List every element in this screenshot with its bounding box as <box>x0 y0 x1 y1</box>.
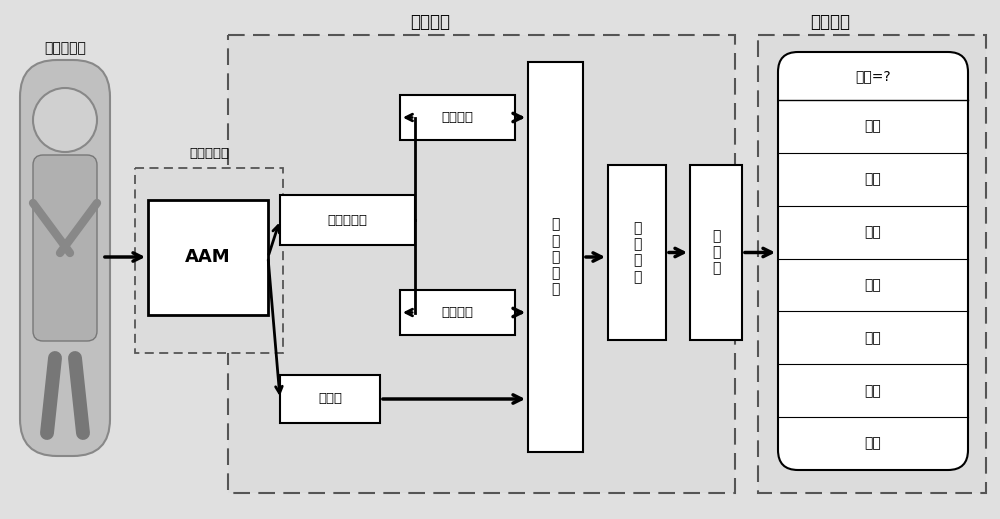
Text: 人脸数据库: 人脸数据库 <box>44 41 86 55</box>
Text: 高兴: 高兴 <box>865 119 881 133</box>
Text: 输出=?: 输出=? <box>855 69 891 83</box>
Text: 分类实验: 分类实验 <box>810 13 850 31</box>
FancyBboxPatch shape <box>280 375 380 423</box>
FancyBboxPatch shape <box>528 62 583 452</box>
FancyBboxPatch shape <box>778 52 968 470</box>
FancyBboxPatch shape <box>690 165 742 340</box>
Text: 特征点矢量: 特征点矢量 <box>328 213 368 226</box>
Text: 特
征
融
合: 特 征 融 合 <box>633 221 641 284</box>
Circle shape <box>33 88 97 152</box>
FancyBboxPatch shape <box>33 155 97 341</box>
FancyBboxPatch shape <box>148 200 268 315</box>
FancyBboxPatch shape <box>400 95 515 140</box>
Text: 悲伤: 悲伤 <box>865 172 881 186</box>
Text: 惊讶: 惊讶 <box>865 225 881 239</box>
FancyBboxPatch shape <box>135 168 283 353</box>
FancyBboxPatch shape <box>20 60 110 456</box>
FancyBboxPatch shape <box>400 290 515 335</box>
FancyBboxPatch shape <box>758 35 986 493</box>
Text: 连线夹角: 连线夹角 <box>442 306 474 319</box>
Text: 分
类
器: 分 类 器 <box>712 229 720 276</box>
Text: 特征块: 特征块 <box>318 392 342 405</box>
FancyBboxPatch shape <box>608 165 666 340</box>
Text: 特征提取: 特征提取 <box>410 13 450 31</box>
FancyBboxPatch shape <box>280 195 415 245</box>
Text: AAM: AAM <box>185 249 231 266</box>
Text: 特征点定位: 特征点定位 <box>189 147 229 160</box>
Text: 生气: 生气 <box>865 278 881 292</box>
Text: 数
据
标
准
化: 数 据 标 准 化 <box>551 217 560 296</box>
Text: 嫌恶: 嫌恶 <box>865 331 881 345</box>
Text: 中性: 中性 <box>865 436 881 450</box>
FancyBboxPatch shape <box>228 35 735 493</box>
Text: 连线长度: 连线长度 <box>442 111 474 124</box>
Text: 害怕: 害怕 <box>865 384 881 398</box>
